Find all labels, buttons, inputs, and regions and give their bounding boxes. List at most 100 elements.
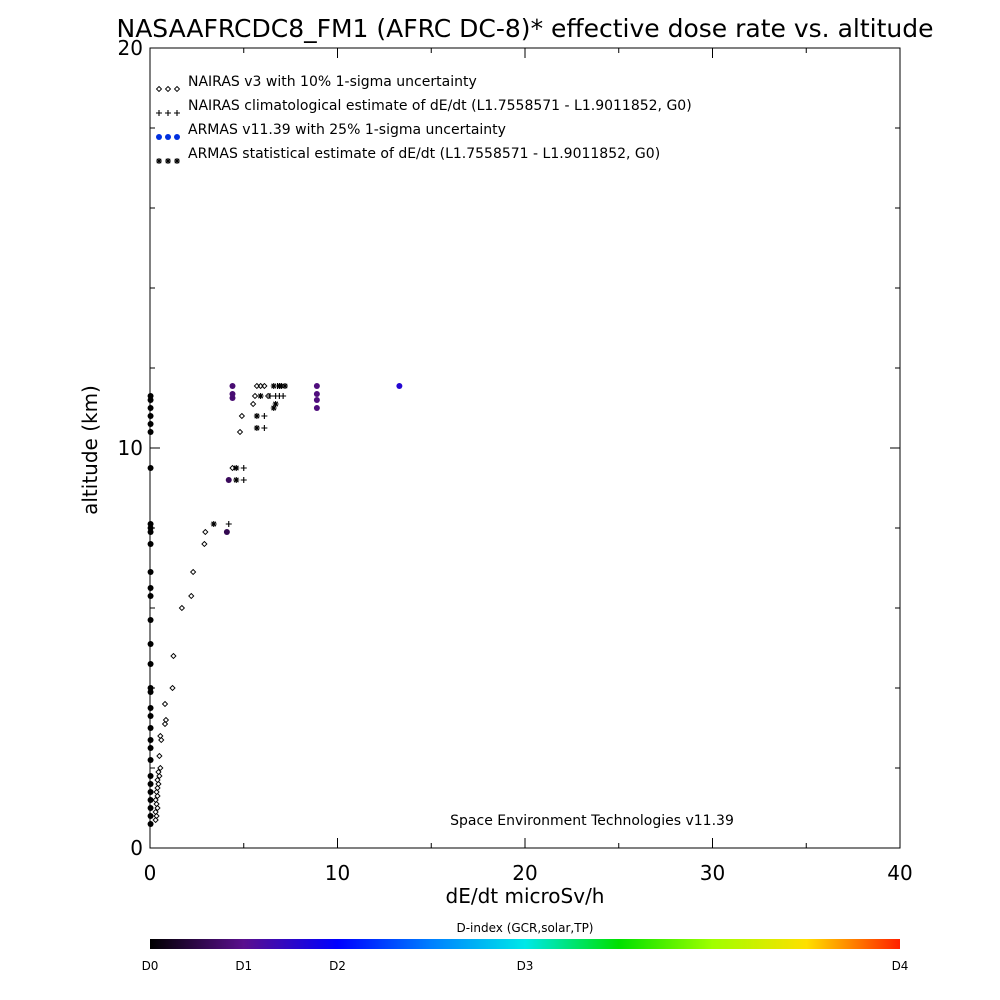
- annotation-credit: Space Environment Technologies v11.39: [450, 813, 734, 829]
- baseline-point: [147, 773, 154, 779]
- armas-statistical-point: [270, 405, 277, 411]
- nairas-climatology-point: [240, 477, 247, 483]
- nairas-point: [152, 808, 159, 816]
- armas-statistical-point: [253, 413, 260, 419]
- nairas-climatology-point: [261, 413, 268, 419]
- armas-point: [223, 529, 230, 535]
- nairas-point: [156, 752, 163, 760]
- nairas-climatology-point: [267, 393, 273, 399]
- legend-marker: [174, 110, 180, 116]
- baseline-point: [147, 661, 154, 667]
- baseline-point: [147, 781, 154, 787]
- nairas-climatology-point: [261, 425, 268, 431]
- y-tick-label: 0: [130, 836, 143, 860]
- baseline-point: [147, 737, 154, 743]
- nairas-point: [161, 720, 169, 728]
- nairas-point: [154, 792, 161, 800]
- nairas-point: [155, 768, 162, 776]
- baseline-point: [147, 813, 154, 819]
- baseline-point: [147, 405, 154, 411]
- plot-frame: [149, 47, 901, 849]
- nairas-point: [178, 604, 186, 612]
- nairas-point: [189, 568, 197, 576]
- armas-statistical-point: [257, 393, 264, 399]
- nairas-point: [169, 684, 176, 692]
- x-tick-label: 30: [700, 861, 725, 885]
- baseline-point: [147, 805, 154, 811]
- armas-point: [229, 383, 236, 389]
- baseline-point: [147, 745, 154, 751]
- armas-point: [225, 477, 232, 483]
- baseline-point: [147, 641, 154, 647]
- y-tick-label: 20: [118, 36, 143, 60]
- baseline-point: [147, 593, 154, 599]
- baseline-point: [147, 541, 154, 547]
- armas-statistical-point: [270, 383, 277, 389]
- baseline-point: [147, 797, 154, 803]
- nairas-point: [249, 400, 257, 408]
- nairas-point: [155, 780, 162, 788]
- baseline-point: [147, 585, 154, 591]
- baseline-point: [147, 569, 154, 575]
- nairas-point: [236, 428, 244, 436]
- nairas-point: [153, 800, 160, 808]
- nairas-point: [153, 812, 160, 820]
- legend-marker: [174, 158, 180, 164]
- x-tick-label: 10: [325, 861, 350, 885]
- armas-point: [229, 395, 236, 401]
- nairas-point: [162, 716, 170, 724]
- nairas-point: [154, 804, 161, 812]
- baseline-point: [147, 413, 154, 419]
- armas-statistical-point: [233, 465, 240, 471]
- armas-point: [313, 405, 320, 411]
- nairas-point: [157, 732, 164, 740]
- nairas-point: [154, 784, 161, 792]
- baseline-point: [147, 421, 154, 427]
- colorbar-label: D0: [142, 959, 159, 973]
- nairas-point: [238, 412, 246, 420]
- nairas-point: [153, 788, 160, 796]
- colorbar-title: D-index (GCR,solar,TP): [456, 921, 593, 935]
- legend-entry: NAIRAS climatological estimate of dE/dt …: [188, 98, 692, 114]
- nairas-point: [154, 776, 161, 784]
- colorbar-labels: D0 D1 D2 D3 D4: [142, 959, 909, 973]
- data-points: [147, 382, 403, 827]
- legend-marker: [173, 85, 181, 93]
- colorbar-label: D4: [892, 959, 909, 973]
- legend-entry: NAIRAS v3 with 10% 1-sigma uncertainty: [188, 74, 477, 90]
- legend-marker: [165, 110, 171, 116]
- nairas-point: [152, 816, 159, 824]
- nairas-climatology-point: [280, 393, 287, 399]
- legend-marker: [164, 85, 172, 93]
- baseline-point: [147, 429, 154, 435]
- armas-statistical-point: [253, 425, 260, 431]
- legend-entry: ARMAS statistical estimate of dE/dt (L1.…: [188, 146, 660, 162]
- colorbar-label: D3: [517, 959, 534, 973]
- colorbar: [150, 939, 900, 949]
- nairas-climatology-point: [240, 465, 247, 471]
- armas-statistical-point: [233, 477, 240, 483]
- baseline-point: [147, 465, 154, 471]
- legend-entry: ARMAS v11.39 with 25% 1-sigma uncertaint…: [188, 122, 506, 138]
- baseline-point: [147, 685, 154, 691]
- nairas-point: [261, 382, 268, 390]
- legend-marker: [156, 134, 162, 140]
- nairas-point: [201, 540, 208, 548]
- armas-statistical-point: [210, 521, 217, 527]
- armas-statistical-point: [272, 401, 279, 407]
- nairas-point: [229, 464, 236, 472]
- legend-marker: [156, 110, 162, 116]
- y-axis-label: altitude (km): [78, 385, 102, 515]
- baseline-point: [147, 617, 154, 623]
- baseline-point: [147, 393, 154, 399]
- nairas-point: [157, 764, 164, 772]
- nairas-point: [161, 700, 169, 708]
- nairas-point: [202, 528, 209, 536]
- baseline-point: [147, 789, 154, 795]
- legend-marker: [165, 158, 171, 164]
- nairas-point: [158, 736, 165, 744]
- x-axis-label: dE/dt microSv/h: [446, 884, 605, 908]
- baseline-point: [147, 821, 154, 827]
- nairas-point: [188, 592, 195, 600]
